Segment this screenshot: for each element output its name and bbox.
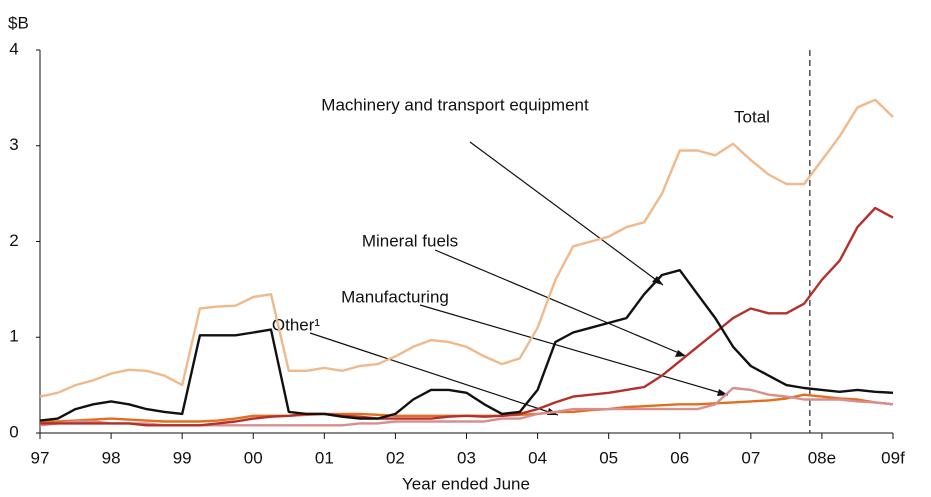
arrow-line (419, 304, 729, 396)
annotations (309, 141, 729, 416)
series-line (40, 393, 894, 423)
x-tick-label: 98 (102, 448, 121, 467)
x-tick-label: 06 (670, 448, 689, 467)
series-line (40, 206, 894, 427)
annotation: Manufacturing (341, 287, 449, 306)
y-tick-label: 0 (9, 422, 18, 441)
y-tick-label: 3 (9, 135, 18, 154)
x-tick-label: 03 (457, 448, 476, 467)
annotation: Other¹ (272, 315, 321, 334)
x-tick-label: 02 (386, 448, 405, 467)
arrow-line (469, 141, 664, 286)
annotation: Mineral fuels (362, 231, 458, 250)
series-line (39, 98, 894, 398)
y-unit: $B (8, 13, 29, 32)
y-tick-label: 4 (9, 39, 18, 58)
arrow-head (675, 350, 686, 357)
series-line (39, 269, 894, 422)
x-tick-label: 97 (31, 448, 50, 467)
x-tick-label: 99 (173, 448, 192, 467)
x-tick-label: 08e (808, 448, 836, 467)
y-tick-label: 2 (9, 231, 18, 250)
x-tick-label: 01 (315, 448, 334, 467)
annotation: Total (734, 107, 770, 126)
arrow-line (309, 332, 559, 416)
annotation: Machinery and transport equipment (321, 95, 589, 114)
x-axis-label: Year ended June (402, 474, 530, 493)
x-tick-label: 07 (741, 448, 760, 467)
x-tick-label: 09f (881, 448, 905, 467)
x-tick-label: 00 (244, 448, 263, 467)
y-tick-label: 1 (9, 327, 18, 346)
arrow-line (434, 249, 687, 357)
x-tick-label: 04 (528, 448, 547, 467)
x-tick-label: 05 (599, 448, 618, 467)
